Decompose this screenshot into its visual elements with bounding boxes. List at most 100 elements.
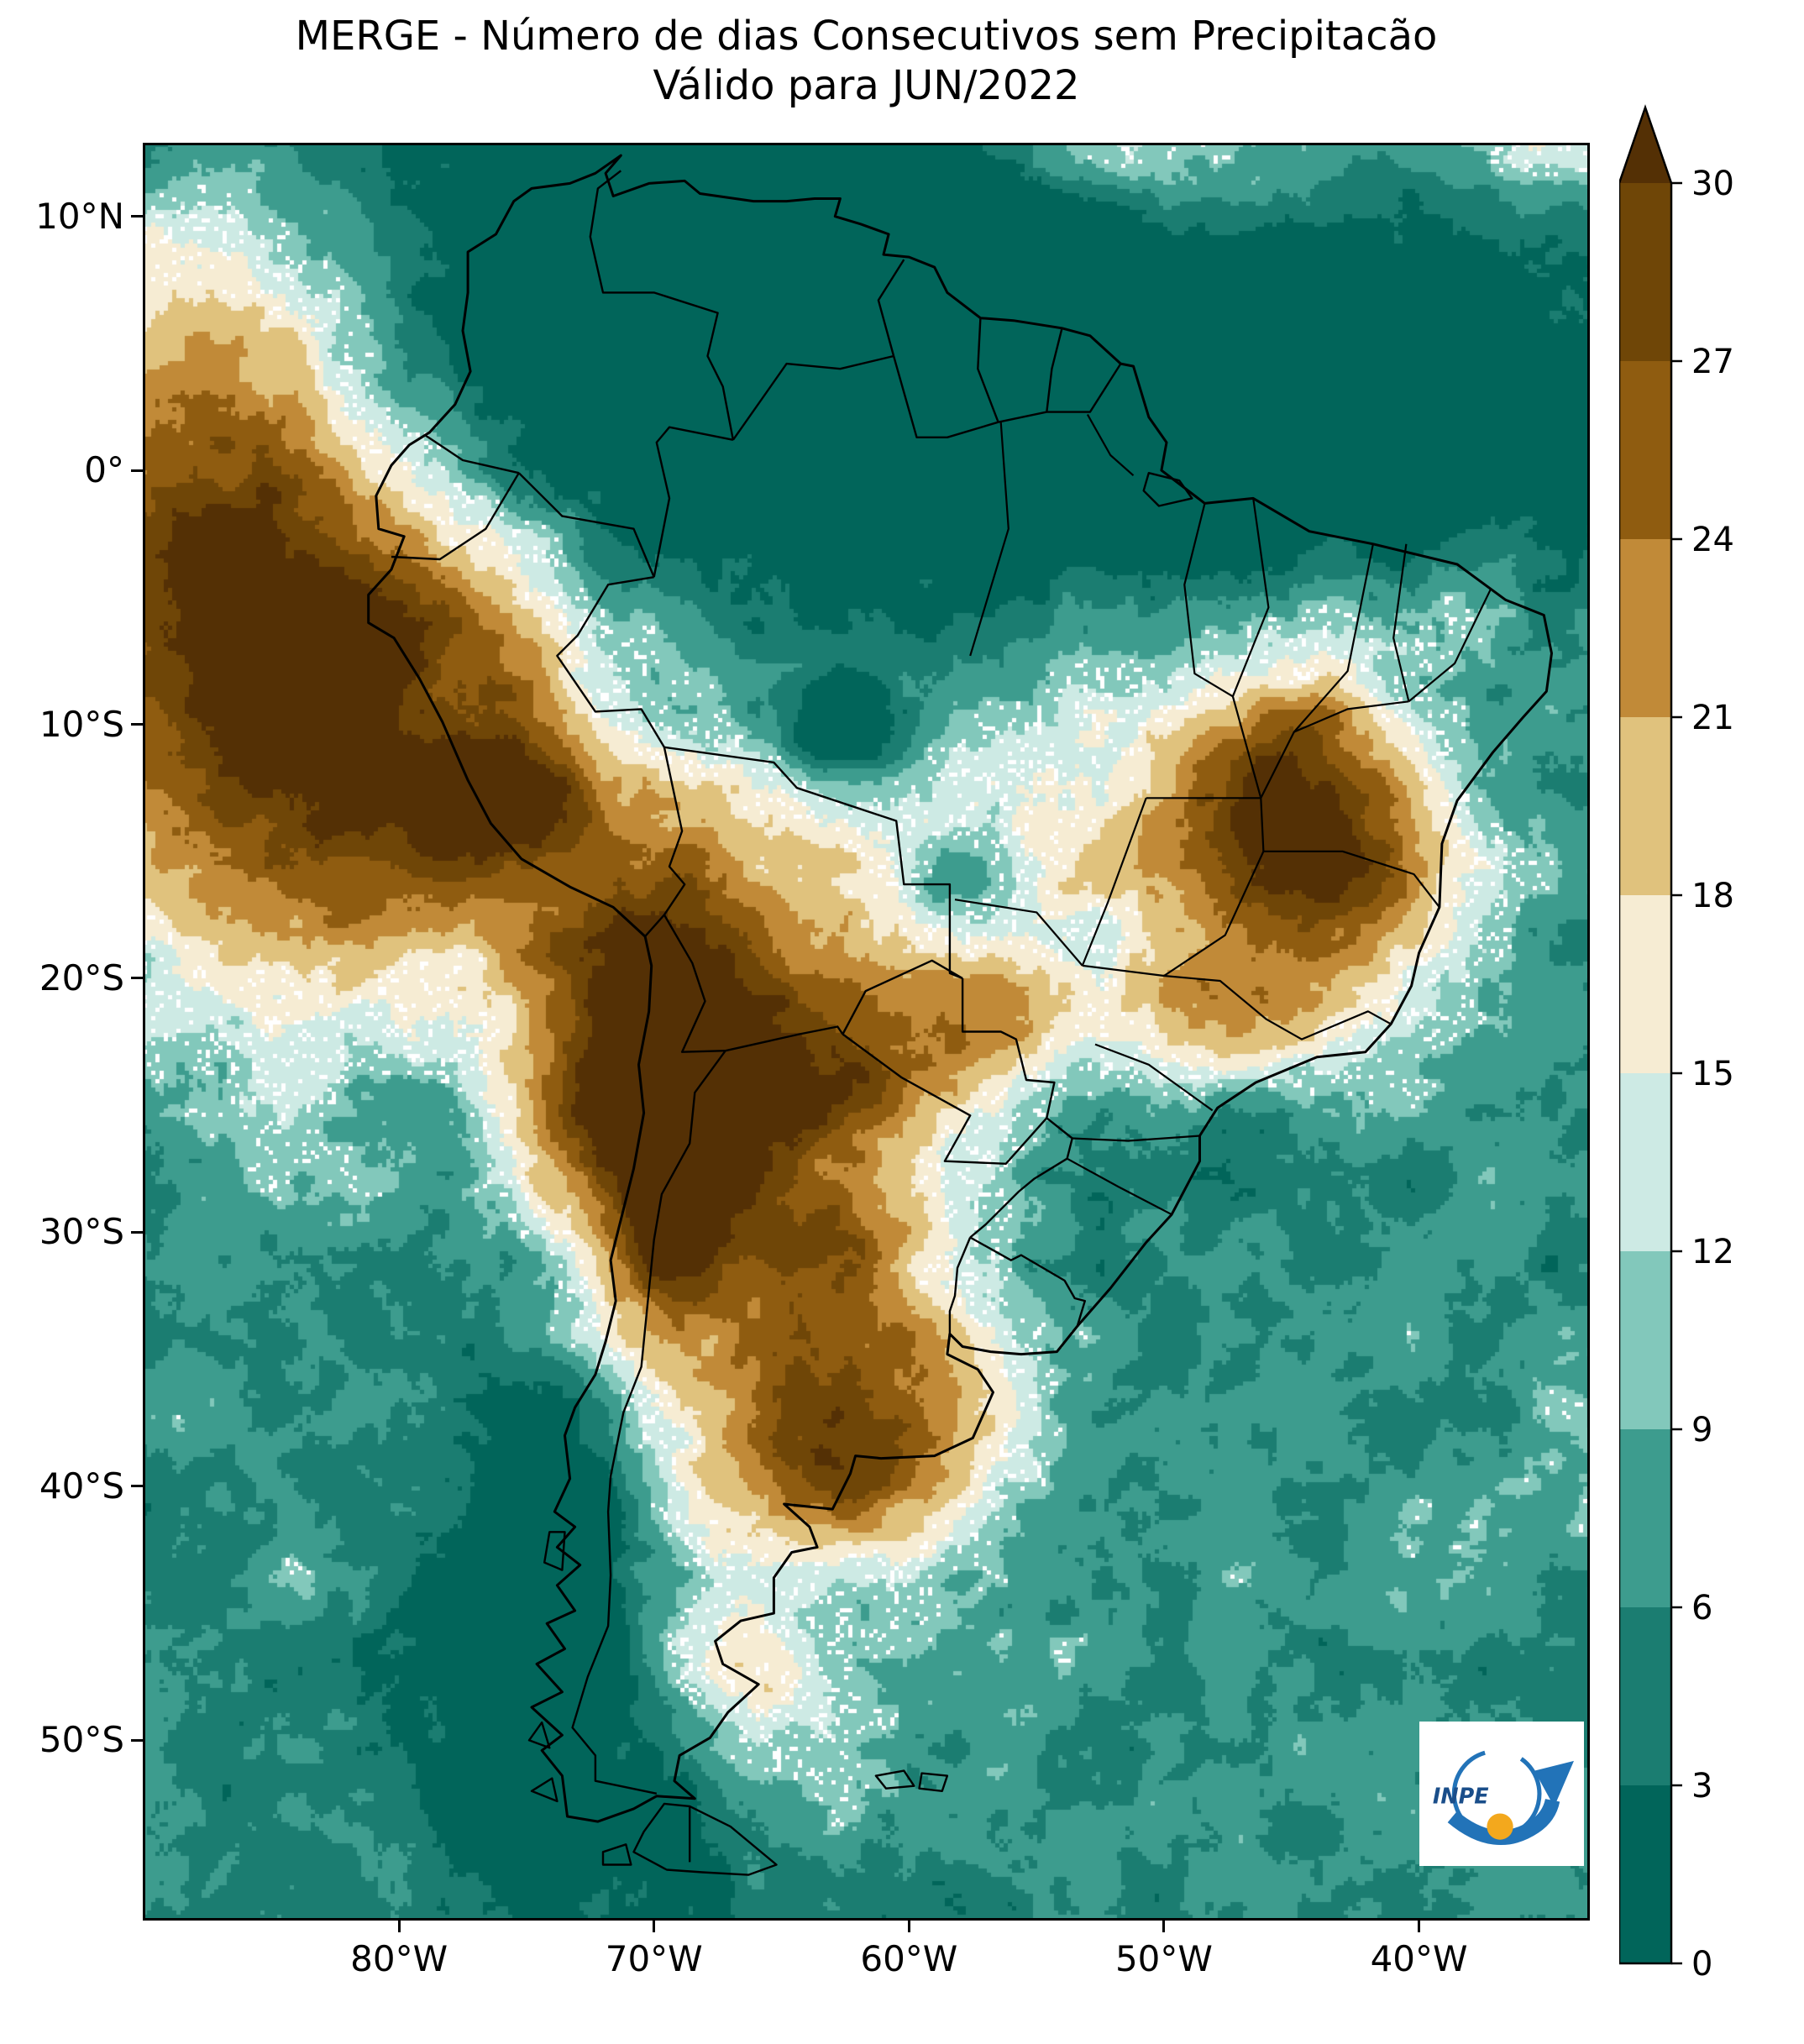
plot-frame [143, 143, 1590, 1921]
logo-swoosh-icon [1447, 1798, 1560, 1845]
y-tick-label: 0° [84, 449, 124, 491]
x-tick-label: 70°W [605, 1938, 703, 1979]
colorbar-extend-arrow [1619, 107, 1671, 183]
country-border [1046, 328, 1063, 412]
y-tick-label: 10°S [39, 703, 124, 745]
x-tick-mark [653, 1921, 656, 1932]
y-tick-label: 20°S [39, 956, 124, 998]
colorbar-tick-label: 30 [1691, 165, 1734, 203]
colorbar-tick-label: 18 [1691, 877, 1734, 915]
colorbar-tick-label: 3 [1691, 1767, 1712, 1806]
country-border [725, 1025, 844, 1052]
coastline [367, 154, 1553, 1823]
colorbar-tick-label: 0 [1691, 1945, 1712, 1984]
x-tick-label: 60°W [860, 1938, 958, 1979]
y-tick-mark [131, 1485, 143, 1488]
country-border [589, 170, 735, 441]
map-borders-overlay [143, 143, 1590, 1921]
country-border [571, 1050, 726, 1795]
country-border [423, 433, 520, 474]
logo-arrowhead-icon [1534, 1760, 1574, 1807]
colorbar-band [1619, 1251, 1671, 1429]
colorbar-tick-label: 6 [1691, 1589, 1712, 1627]
colorbar-band [1619, 1073, 1671, 1251]
country-border [961, 978, 1056, 1119]
colorbar-tick-label: 27 [1691, 343, 1734, 381]
country-border [1046, 363, 1122, 413]
map-raster [143, 143, 1590, 1921]
country-border [391, 472, 520, 561]
inpe-logo: INPE [1419, 1722, 1584, 1866]
colorbar-band [1619, 1785, 1671, 1963]
colorbar-graphic: 0 3 6 9 12 15 18 21 24 27 30 [1618, 104, 1734, 1984]
inpe-logo-graphic: INPE [1433, 1748, 1574, 1845]
country-border [556, 576, 665, 748]
country-border [663, 747, 686, 916]
x-tick-mark [1162, 1921, 1166, 1932]
country-border [842, 1033, 1048, 1165]
colorbar-band [1619, 717, 1671, 895]
chart-title-line1: MERGE - Número de dias Consecutivos sem … [295, 13, 1438, 60]
country-border [877, 259, 905, 357]
y-tick-mark [131, 1738, 143, 1742]
colorbar-tick-label: 21 [1691, 699, 1734, 737]
country-border [517, 472, 655, 578]
colorbar-tick-label: 24 [1691, 521, 1734, 559]
state-border [969, 422, 1010, 657]
country-border [653, 426, 734, 578]
x-tick-label: 50°W [1114, 1938, 1213, 1979]
island-outline [632, 1802, 778, 1876]
x-tick-label: 80°W [350, 1938, 448, 1979]
state-border [1260, 798, 1440, 908]
y-tick-mark [131, 1230, 143, 1234]
state-border [1081, 797, 1147, 967]
state-border [1408, 589, 1492, 703]
colorbar-band [1619, 1429, 1671, 1607]
colorbar-band [1619, 183, 1671, 361]
x-tick-mark [1418, 1921, 1421, 1932]
colorbar-band [1619, 895, 1671, 1073]
state-border [1183, 503, 1234, 698]
state-border [1094, 1043, 1214, 1112]
island-outline [543, 1531, 566, 1571]
colorbar-outline [1618, 104, 1673, 1965]
y-tick-mark [131, 469, 143, 472]
y-tick-label: 40°S [39, 1465, 124, 1507]
y-tick-label: 10°N [35, 195, 124, 237]
state-border [1231, 498, 1270, 799]
x-tick-mark [397, 1921, 401, 1932]
state-border [1293, 700, 1409, 733]
map-plot: INPE [143, 143, 1590, 1921]
colorbar: 0 3 6 9 12 15 18 21 24 27 30 [1618, 99, 1802, 2014]
logo-dot-icon [1487, 1813, 1513, 1840]
state-border [1072, 1135, 1200, 1142]
island-outline [1142, 472, 1193, 507]
island-outline [530, 1777, 559, 1803]
island-outline [874, 1769, 915, 1790]
chart-title-line2: Válido para JUN/2022 [653, 61, 1080, 109]
country-border [892, 355, 999, 438]
state-border [1392, 543, 1410, 702]
chart-title: MERGE - Número de dias Consecutivos sem … [143, 12, 1590, 110]
y-tick-label: 50°S [39, 1719, 124, 1761]
state-border [1082, 851, 1265, 977]
country-border [732, 354, 894, 441]
colorbar-band [1619, 361, 1671, 539]
colorbar-tick-label: 15 [1691, 1055, 1734, 1093]
country-border [948, 1237, 972, 1334]
x-tick-mark [907, 1921, 910, 1932]
state-border [1067, 1157, 1172, 1216]
state-border [1086, 414, 1135, 477]
country-border [998, 411, 1047, 423]
state-border [1163, 974, 1392, 1040]
y-tick-label: 30°S [39, 1211, 124, 1253]
island-outline [918, 1772, 949, 1792]
country-border [969, 1236, 1086, 1327]
country-border [842, 959, 963, 1035]
y-tick-mark [131, 977, 143, 980]
colorbar-band [1619, 539, 1671, 717]
y-tick-mark [131, 723, 143, 726]
y-tick-mark [131, 215, 143, 218]
logo-text: INPE [1433, 1784, 1489, 1809]
country-border [977, 317, 999, 423]
